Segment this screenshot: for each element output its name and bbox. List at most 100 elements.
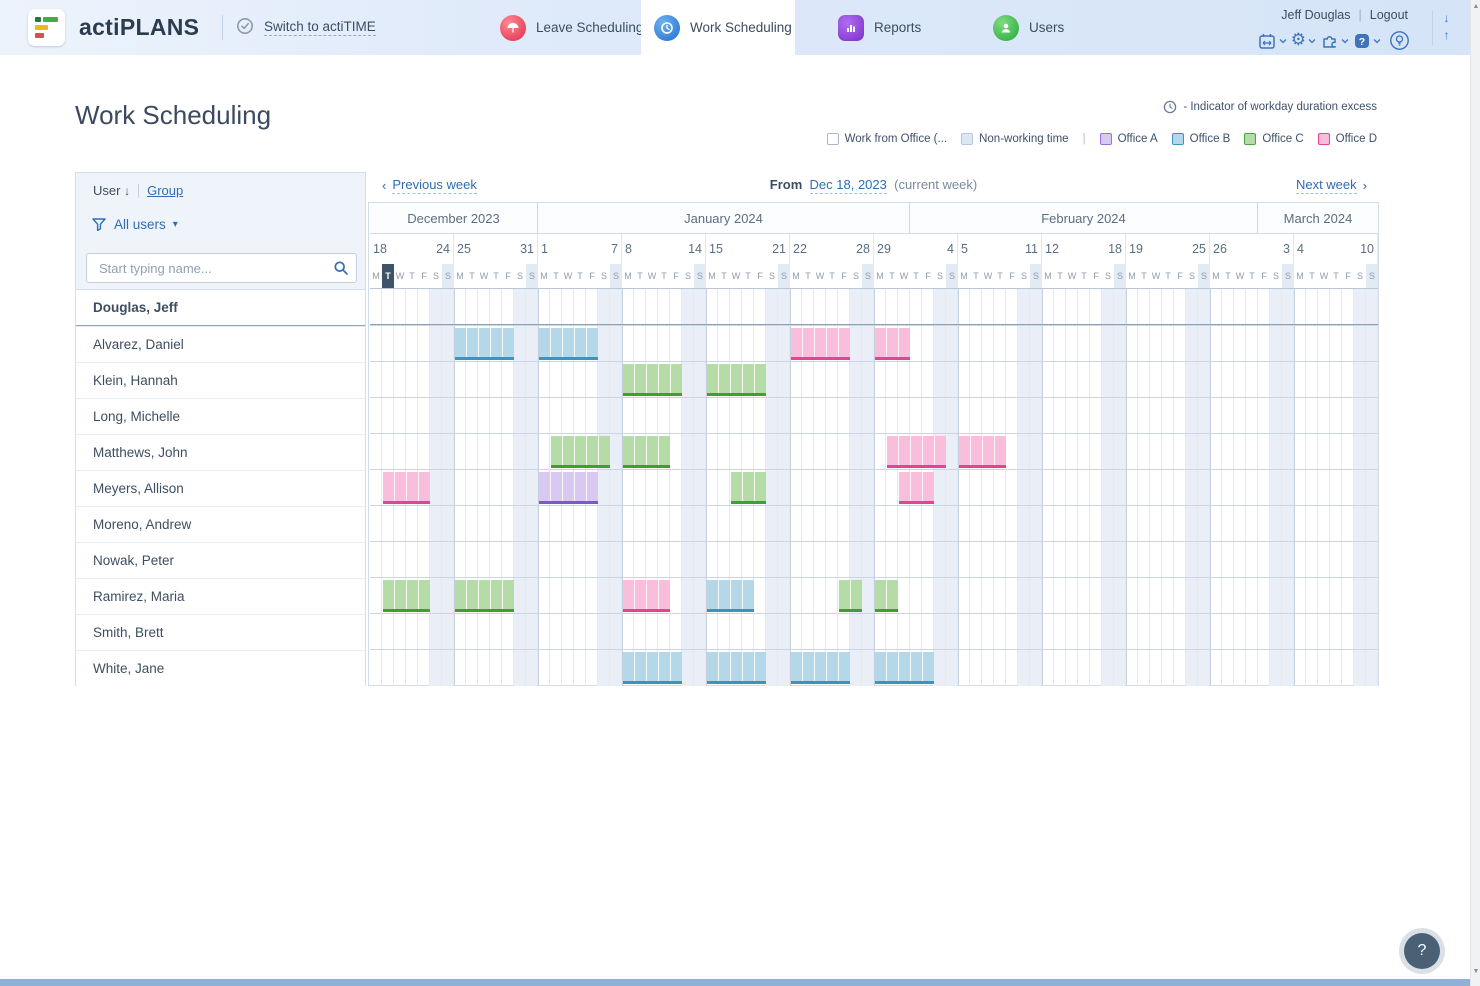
day-letter-cell: M xyxy=(1212,271,1220,281)
scrollbar-up-arrow[interactable]: ▲ xyxy=(1472,3,1480,10)
schedule-block-office-d[interactable] xyxy=(875,328,910,360)
user-list-panel: User ↓ Group All users ▾ Douglas, JeffAl… xyxy=(75,172,366,686)
schedule-block-office-c[interactable] xyxy=(731,472,766,504)
schedule-block-office-b[interactable] xyxy=(455,328,514,360)
next-week-link[interactable]: Next week › xyxy=(1295,177,1367,194)
day-letter-cell: F xyxy=(841,271,847,281)
legend-swatch xyxy=(826,133,839,145)
schedule-row[interactable] xyxy=(370,397,1378,433)
vertical-scrollbar[interactable]: ▲ ▼ xyxy=(1470,0,1480,986)
schedule-block-office-c[interactable] xyxy=(623,364,682,396)
week-start-date: 1 xyxy=(541,242,548,256)
schedule-row[interactable] xyxy=(370,325,1378,361)
user-row-pinned[interactable]: Douglas, Jeff xyxy=(76,290,365,326)
from-date-link[interactable]: Dec 18, 2023 xyxy=(809,177,887,194)
help-menu-button[interactable]: ? xyxy=(1353,32,1381,50)
day-letter-cell: F xyxy=(1009,271,1015,281)
day-letter-cell: T xyxy=(1057,271,1063,281)
user-filter-area: User ↓ Group All users ▾ xyxy=(76,173,365,290)
schedule-block-office-c[interactable] xyxy=(623,436,670,468)
schedule-row[interactable] xyxy=(370,361,1378,397)
schedule-row[interactable] xyxy=(370,577,1378,613)
header-divider xyxy=(222,15,223,40)
schedule-row[interactable] xyxy=(370,289,1378,325)
sort-by-group-link[interactable]: Group xyxy=(147,183,184,198)
user-row[interactable]: Matthews, John xyxy=(76,434,365,470)
user-row[interactable]: White, Jane xyxy=(76,650,365,686)
jump-down-arrow[interactable]: ↓ xyxy=(1443,11,1450,25)
integrations-button[interactable] xyxy=(1320,31,1349,50)
user-row[interactable]: Moreno, Andrew xyxy=(76,506,365,542)
day-letter-cell: W xyxy=(395,271,405,281)
week-boundary-line xyxy=(790,289,791,686)
week-end-date: 4 xyxy=(947,242,954,256)
schedule-row[interactable] xyxy=(370,505,1378,541)
sort-by-user-button[interactable]: User ↓ xyxy=(93,183,131,198)
legend-swatch xyxy=(1317,133,1330,145)
whats-new-button[interactable] xyxy=(1389,30,1410,51)
user-row[interactable]: Ramirez, Maria xyxy=(76,578,365,614)
day-letter-cell: W xyxy=(1067,271,1077,281)
schedule-row[interactable] xyxy=(370,433,1378,469)
schedule-block-office-c[interactable] xyxy=(551,436,610,468)
schedule-block-office-a[interactable] xyxy=(539,472,598,504)
day-letter-cell: T xyxy=(1081,271,1087,281)
user-row[interactable]: Klein, Hannah xyxy=(76,362,365,398)
user-row[interactable]: Nowak, Peter xyxy=(76,542,365,578)
schedule-row[interactable] xyxy=(370,613,1378,649)
horizontal-scrollbar[interactable] xyxy=(0,979,1470,986)
schedule-row[interactable] xyxy=(370,649,1378,685)
schedule-block-office-b[interactable] xyxy=(623,652,682,684)
day-letter-cell: W xyxy=(983,271,993,281)
user-row[interactable]: Alvarez, Daniel xyxy=(76,326,365,362)
search-input[interactable] xyxy=(86,253,357,283)
user-row[interactable]: Meyers, Allison xyxy=(76,470,365,506)
week-header-cell: 18 24 xyxy=(370,234,454,264)
tab-leave-scheduling[interactable]: Leave Scheduling xyxy=(500,0,643,55)
calendar-settings-button[interactable] xyxy=(1257,31,1287,51)
schedule-block-office-d[interactable] xyxy=(791,328,850,360)
schedule-block-office-c[interactable] xyxy=(707,364,766,396)
schedule-block-office-b[interactable] xyxy=(707,652,766,684)
schedule-row[interactable] xyxy=(370,469,1378,505)
chevron-down-icon xyxy=(1308,38,1316,43)
week-end-date: 31 xyxy=(520,242,534,256)
divider xyxy=(138,183,140,198)
scrollbar-down-arrow[interactable]: ▼ xyxy=(1472,968,1480,975)
schedule-block-office-b[interactable] xyxy=(707,580,754,612)
tab-users[interactable]: Users xyxy=(993,0,1064,55)
schedule-block-office-c[interactable] xyxy=(875,580,898,612)
settings-button[interactable]: ⚙ xyxy=(1291,32,1316,49)
tab-work-scheduling[interactable]: Work Scheduling xyxy=(641,0,795,55)
logout-link[interactable]: Logout xyxy=(1369,8,1408,22)
tab-reports[interactable]: Reports xyxy=(838,0,921,55)
legend-swatch xyxy=(961,133,974,145)
previous-week-link[interactable]: ‹ Previous week xyxy=(382,177,477,194)
schedule-block-office-b[interactable] xyxy=(791,652,850,684)
schedule-block-office-c[interactable] xyxy=(383,580,430,612)
user-row[interactable]: Smith, Brett xyxy=(76,614,365,650)
schedule-block-office-d[interactable] xyxy=(959,436,1006,468)
user-row[interactable]: Long, Michelle xyxy=(76,398,365,434)
help-floating-button[interactable]: ? xyxy=(1404,933,1440,969)
schedule-block-office-d[interactable] xyxy=(383,472,430,504)
help-icon: ? xyxy=(1355,33,1369,48)
schedule-block-office-b[interactable] xyxy=(875,652,934,684)
schedule-block-office-d[interactable] xyxy=(623,580,670,612)
week-end-date: 7 xyxy=(611,242,618,256)
search-icon[interactable] xyxy=(333,260,349,281)
user-filter-dropdown[interactable]: All users ▾ xyxy=(91,217,178,232)
day-letter-cell: T xyxy=(1249,271,1255,281)
actiplans-logo[interactable]: actiPLANS xyxy=(28,9,199,46)
switch-to-actitime-link[interactable]: Switch to actiTIME xyxy=(236,0,376,55)
schedule-block-office-d[interactable] xyxy=(899,472,934,504)
schedule-block-office-d[interactable] xyxy=(887,436,946,468)
jump-up-arrow[interactable]: ↑ xyxy=(1443,27,1450,42)
schedule-row[interactable] xyxy=(370,541,1378,577)
schedule-block-office-c[interactable] xyxy=(839,580,862,612)
schedule-block-office-c[interactable] xyxy=(455,580,514,612)
day-letter-cell: W xyxy=(1235,271,1245,281)
schedule-block-office-b[interactable] xyxy=(539,328,598,360)
day-letter-cell: F xyxy=(421,271,427,281)
day-letter-cell: S xyxy=(1020,271,1027,281)
